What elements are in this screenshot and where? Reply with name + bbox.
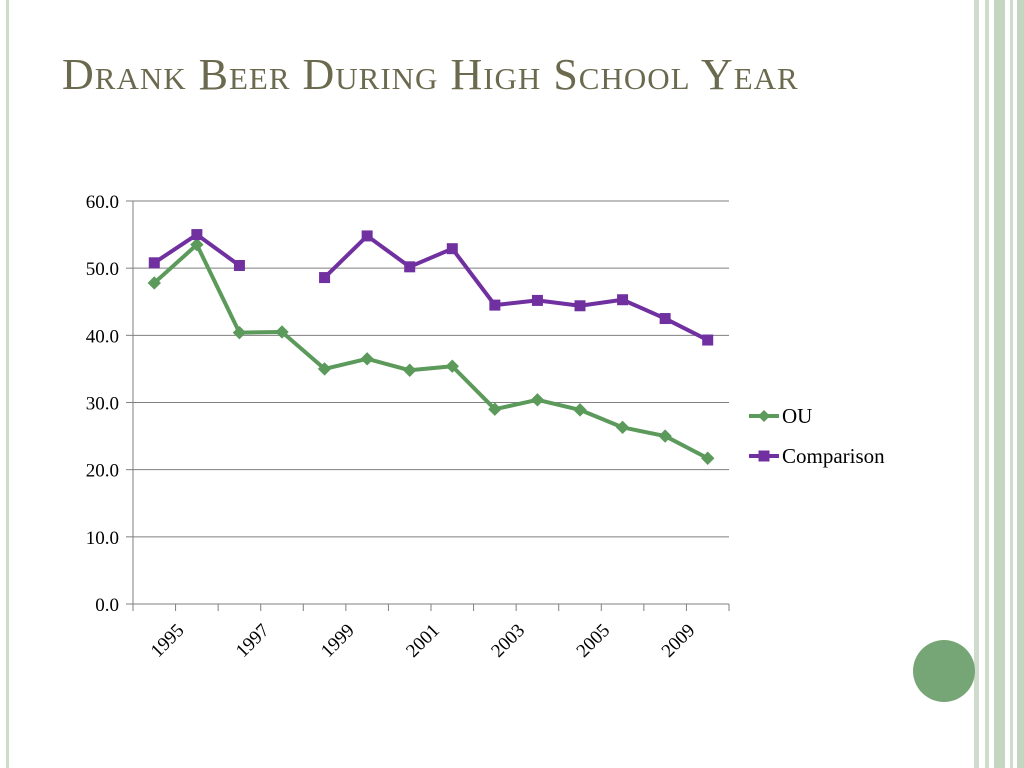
data-point-comparison: [702, 334, 714, 346]
stripe: [994, 0, 1005, 768]
legend: OU Comparison: [749, 404, 885, 468]
data-point-ou: [275, 325, 289, 339]
y-tick-label: 0.0: [95, 595, 119, 616]
x-tick-label: 1997: [232, 620, 274, 662]
data-point-ou: [317, 362, 332, 376]
data-point-ou: [701, 451, 715, 465]
data-point-ou: [488, 402, 502, 416]
y-tick-label: 10.0: [86, 528, 119, 549]
y-tick-label: 50.0: [86, 259, 119, 280]
y-tick-label: 30.0: [86, 394, 119, 415]
data-point-comparison: [617, 294, 629, 306]
data-point-comparison: [191, 229, 203, 241]
data-point-ou: [445, 359, 459, 373]
data-point-ou: [615, 420, 630, 435]
y-tick-label: 60.0: [86, 192, 119, 213]
x-tick-label: 2009: [658, 620, 700, 662]
data-point-comparison: [489, 299, 501, 311]
decorative-circle: [913, 640, 975, 702]
stripe: [985, 0, 989, 768]
data-point-ou: [232, 325, 247, 340]
data-point-ou: [147, 276, 161, 290]
series-line-ou: [152, 242, 709, 461]
x-tick-label: 2001: [402, 620, 444, 662]
x-tick-label: 1999: [317, 620, 359, 662]
slide-left-border: [6, 0, 9, 768]
y-tick-label: 40.0: [86, 326, 119, 347]
data-point-ou: [573, 403, 587, 417]
legend-marker: [758, 450, 770, 462]
slide-right-stripes: [974, 0, 1024, 768]
data-point-comparison: [361, 230, 373, 242]
data-point-comparison: [574, 300, 586, 312]
slide-title: Drank Beer During High School Year: [62, 50, 799, 99]
series-line-comparison: [323, 233, 709, 342]
data-point-comparison: [531, 294, 543, 306]
gridlines: [133, 200, 729, 538]
x-axis-labels: 1995 1997 1999 2001 2003 2005 2009: [147, 620, 700, 662]
axes: [126, 200, 730, 611]
y-tick-label: 20.0: [86, 461, 119, 482]
y-axis-labels: 0.0 10.0 20.0 30.0 40.0 50.0 60.0: [86, 192, 119, 616]
data-point-ou: [190, 237, 204, 252]
data-point-ou: [403, 363, 417, 377]
data-point-comparison: [404, 261, 416, 273]
data-point-comparison: [446, 243, 458, 255]
data-point-comparison: [319, 272, 331, 284]
x-tick-label: 2003: [487, 620, 529, 662]
data-point-ou: [530, 393, 545, 407]
data-point-comparison: [233, 259, 245, 271]
legend-label: OU: [782, 404, 812, 428]
legend-label: Comparison: [782, 444, 885, 468]
legend-marker: [758, 410, 770, 422]
stripe: [1017, 0, 1024, 768]
data-point-comparison: [148, 257, 160, 269]
data-point-comparison: [659, 313, 671, 325]
series-markers: [147, 229, 715, 465]
stripe: [1010, 0, 1013, 768]
data-point-ou: [360, 352, 374, 366]
stripe: [974, 0, 979, 768]
x-tick-label: 2005: [573, 620, 615, 662]
x-tick-label: 1995: [147, 620, 189, 662]
data-point-ou: [658, 429, 672, 443]
